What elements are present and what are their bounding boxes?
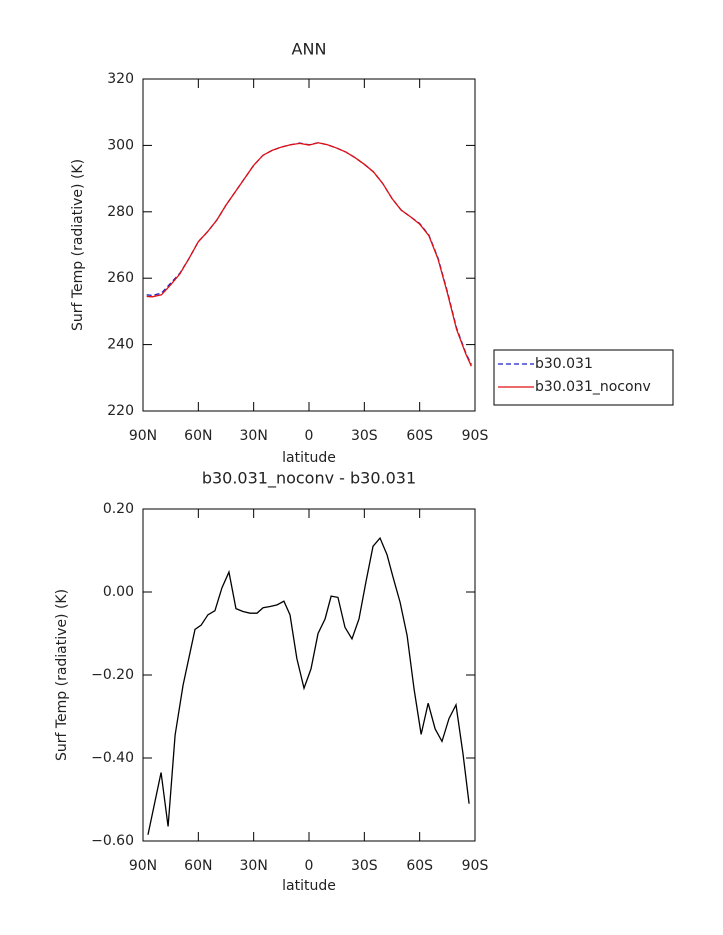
y-tick-label: −0.60	[91, 833, 134, 849]
y-axis-label: Surf Temp (radiative) (K)	[70, 159, 86, 331]
line-series	[146, 142, 472, 365]
y-tick-label: 320	[107, 71, 134, 87]
x-tick-label: 30S	[351, 858, 378, 874]
x-axis-label: latitude	[282, 878, 336, 894]
x-tick-label: 30N	[240, 428, 268, 444]
x-tick-label: 90S	[462, 428, 489, 444]
plot-frame	[142, 78, 476, 412]
x-tick-label: 60N	[184, 858, 212, 874]
plot-frame	[142, 508, 476, 842]
x-tick-label: 0	[305, 428, 314, 444]
legend-label: b30.031_noconv	[535, 379, 651, 395]
y-tick-label: −0.20	[91, 667, 134, 683]
x-tick-label: 60S	[406, 428, 433, 444]
line-series	[146, 142, 472, 367]
y-tick-label: 0.20	[103, 501, 134, 517]
y-axis-label: Surf Temp (radiative) (K)	[54, 589, 70, 761]
legend-box	[493, 349, 674, 406]
x-tick-label: 60S	[406, 858, 433, 874]
y-tick-label: −0.40	[91, 750, 134, 766]
x-axis-label: latitude	[282, 450, 336, 466]
line-series	[147, 536, 470, 835]
x-tick-label: 30S	[351, 428, 378, 444]
x-tick-label: 0	[305, 858, 314, 874]
y-tick-label: 300	[107, 137, 134, 153]
y-tick-label: 260	[107, 270, 134, 286]
x-tick-label: 30N	[240, 858, 268, 874]
x-tick-label: 60N	[184, 428, 212, 444]
y-tick-label: 0.00	[103, 584, 134, 600]
x-tick-label: 90S	[462, 858, 489, 874]
y-tick-label: 220	[107, 403, 134, 419]
y-tick-label: 280	[107, 204, 134, 220]
chart-title: b30.031_noconv - b30.031	[202, 469, 416, 489]
x-tick-label: 90N	[129, 428, 157, 444]
legend-label: b30.031	[535, 356, 593, 372]
chart-title: ANN	[292, 40, 327, 59]
y-tick-label: 240	[107, 337, 134, 353]
x-tick-label: 90N	[129, 858, 157, 874]
